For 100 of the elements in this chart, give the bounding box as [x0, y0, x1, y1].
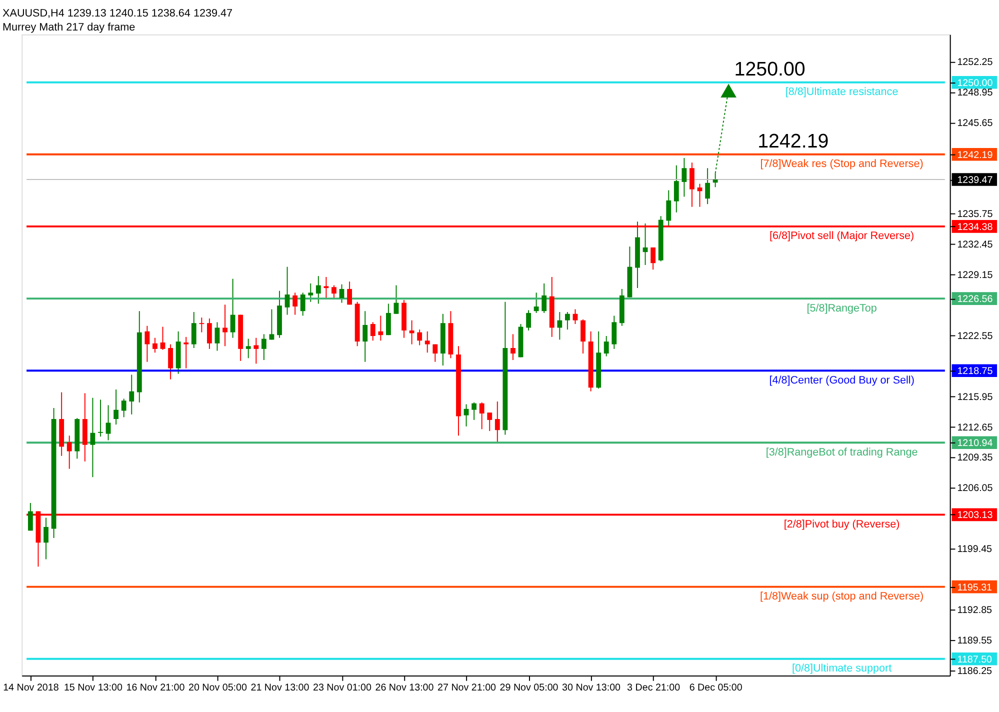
candlestick [66, 435, 72, 470]
candlestick [254, 337, 259, 364]
y-tick-label: 1186.25 [957, 666, 993, 677]
y-tick-label: 1210.94 [957, 438, 994, 450]
y-tick-label: 1199.45 [957, 544, 993, 556]
candlestick [339, 284, 344, 304]
candlestick [199, 317, 204, 333]
y-tick-label: 1248.95 [957, 87, 994, 98]
candlestick [409, 320, 414, 345]
ref-line-label: [6/8]Pivot sell (Major Reverse) [769, 230, 914, 242]
candlestick [705, 168, 710, 205]
y-tick-label: 1195.31 [957, 582, 992, 594]
candlestick [214, 322, 220, 352]
candlestick [432, 344, 438, 362]
candlestick [510, 334, 516, 360]
y-tick-label: 1239.47 [957, 174, 993, 186]
y-tick-label: 1206.05 [957, 483, 994, 494]
candlestick [184, 336, 189, 369]
candlestick [472, 402, 477, 420]
candlestick [580, 318, 586, 354]
candlestick [604, 336, 609, 357]
x-tick-label: 27 Nov 21:00 [438, 682, 497, 694]
candlestick [494, 401, 500, 443]
candlestick [682, 157, 687, 198]
candlestick [316, 276, 321, 304]
candlestick [144, 325, 150, 362]
candlestick [152, 337, 158, 354]
candlestick [230, 278, 236, 338]
candlestick [168, 344, 173, 380]
candlestick [222, 304, 228, 347]
y-tick-label: 1235.75 [957, 209, 994, 220]
y-tick-label: 1187.50 [957, 654, 993, 666]
y-tick-label: 1215.95 [957, 392, 994, 403]
y-tick-label: 1209.35 [957, 452, 994, 464]
candlestick [106, 404, 111, 441]
x-tick-label: 21 Nov 13:00 [250, 682, 310, 694]
candlestick [394, 284, 399, 314]
x-tick-label: 15 Nov 13:00 [64, 682, 123, 694]
y-tick-label: 1226.56 [957, 294, 994, 305]
candlestick [557, 312, 562, 340]
candlestick [300, 292, 306, 316]
x-tick-label: 16 Nov 21:00 [126, 682, 186, 694]
ref-line-label: [3/8]RangeBot of trading Range [766, 446, 918, 458]
candlestick [261, 334, 266, 360]
candlestick [347, 281, 352, 306]
candlestick [612, 315, 617, 350]
y-tick-label: 1189.55 [957, 635, 993, 646]
candlestick [370, 322, 376, 342]
x-tick-label: 20 Nov 05:00 [188, 682, 248, 694]
candlestick [284, 266, 290, 316]
candlestick [206, 318, 212, 350]
candlestick [564, 312, 570, 330]
y-tick-label: 1232.45 [957, 240, 994, 251]
candlestick [246, 338, 251, 359]
y-tick-label: 1252.25 [957, 57, 994, 68]
candlestick [542, 282, 547, 314]
ref-line-label: [1/8]Weak sup (stop and Reverse) [760, 590, 924, 603]
ref-line-label: [8/8]Ultimate resistance [785, 86, 898, 98]
chart-subtitle: Murrey Math 217 day frame [2, 21, 136, 34]
annotation: 1250.00 [734, 58, 806, 80]
candlestick [324, 276, 329, 299]
y-tick-label: 1203.13 [957, 510, 994, 522]
x-tick-label: 14 Nov 2018 [3, 682, 60, 694]
candlestick [690, 162, 694, 208]
y-tick-label: 1212.65 [957, 422, 994, 434]
candlestick [378, 315, 384, 342]
x-tick-label: 29 Nov 05:00 [500, 682, 559, 694]
y-tick-label: 1229.15 [957, 270, 994, 282]
y-tick-label: 1245.65 [957, 118, 994, 129]
candlestick [424, 330, 430, 354]
y-tick-label: 1218.75 [957, 366, 994, 378]
candlestick [479, 402, 484, 430]
ref-line-label: [7/8]Weak res (Stop and Reverse) [760, 158, 924, 170]
candlestick [308, 282, 314, 302]
candlestick [129, 374, 134, 415]
x-tick-label: 3 Dec 21:00 [627, 682, 681, 694]
y-tick-label: 1234.38 [957, 222, 994, 233]
x-tick-label: 23 Nov 01:00 [313, 682, 372, 694]
y-tick-label: 1242.19 [957, 150, 993, 161]
ref-line-label: [2/8]Pivot buy (Reverse) [784, 518, 900, 530]
candlestick [332, 284, 336, 299]
x-tick-label: 26 Nov 13:00 [375, 682, 434, 694]
candlestick [28, 502, 33, 532]
candlestick [526, 310, 531, 331]
candlestick [417, 329, 422, 346]
candlestick [269, 308, 274, 340]
candlestick [464, 404, 469, 427]
candlestick [666, 190, 672, 227]
candlestick [534, 292, 539, 314]
candlestick [98, 399, 103, 438]
annotation: 1242.19 [758, 130, 829, 152]
ref-line-label: [4/8]Center (Good Buy or Sell) [769, 374, 914, 386]
candlestick [44, 517, 48, 560]
candlestick [362, 310, 368, 362]
y-tick-label: 1250.00 [957, 78, 994, 89]
x-tick-label: 30 Nov 13:00 [562, 682, 622, 694]
ref-line-label: [0/8]Ultimate support [792, 662, 892, 675]
candlestick [191, 312, 196, 348]
ref-line-label: [5/8]RangeTop [806, 302, 877, 314]
y-tick-label: 1192.85 [957, 604, 993, 616]
